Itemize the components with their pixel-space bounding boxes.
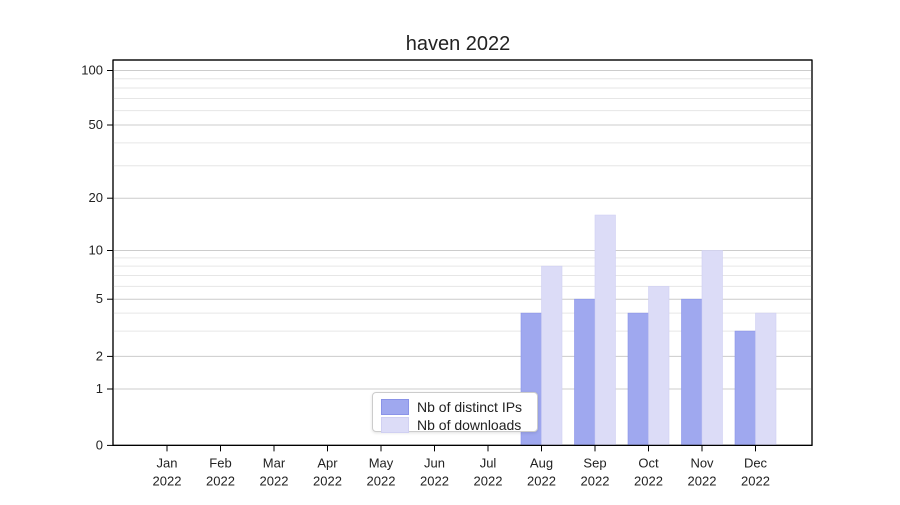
svg-text:5: 5 — [96, 291, 103, 306]
svg-text:Aug: Aug — [530, 455, 553, 470]
svg-text:2022: 2022 — [527, 473, 556, 488]
svg-text:Dec: Dec — [744, 455, 768, 470]
svg-text:Sep: Sep — [583, 455, 606, 470]
svg-text:2022: 2022 — [367, 473, 396, 488]
svg-text:Mar: Mar — [263, 455, 286, 470]
svg-text:2022: 2022 — [474, 473, 503, 488]
svg-text:2022: 2022 — [420, 473, 449, 488]
svg-text:Jun: Jun — [424, 455, 445, 470]
svg-text:2022: 2022 — [741, 473, 770, 488]
svg-text:2022: 2022 — [260, 473, 289, 488]
svg-text:100: 100 — [81, 63, 103, 78]
svg-text:0: 0 — [96, 437, 103, 452]
svg-text:2022: 2022 — [688, 473, 717, 488]
svg-text:May: May — [369, 455, 394, 470]
svg-text:2022: 2022 — [313, 473, 342, 488]
svg-text:10: 10 — [89, 243, 103, 258]
svg-text:Feb: Feb — [209, 455, 231, 470]
svg-text:2022: 2022 — [153, 473, 182, 488]
svg-text:20: 20 — [89, 190, 103, 205]
svg-text:Oct: Oct — [638, 455, 659, 470]
svg-text:50: 50 — [89, 117, 103, 132]
svg-text:2: 2 — [96, 348, 103, 363]
svg-text:Nov: Nov — [690, 455, 714, 470]
svg-text:2022: 2022 — [634, 473, 663, 488]
svg-text:1: 1 — [96, 381, 103, 396]
svg-text:Jan: Jan — [157, 455, 178, 470]
svg-text:2022: 2022 — [206, 473, 235, 488]
svg-text:2022: 2022 — [581, 473, 610, 488]
svg-text:Apr: Apr — [317, 455, 338, 470]
svg-text:Jul: Jul — [480, 455, 497, 470]
